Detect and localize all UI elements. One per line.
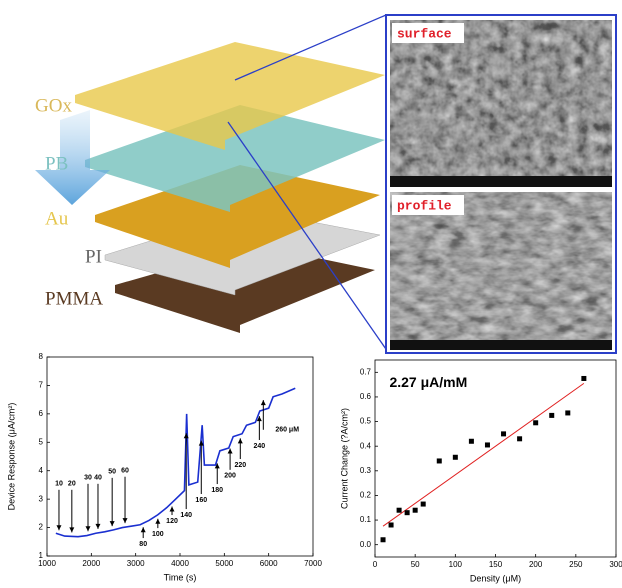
arrow-head [170,507,175,512]
layer-label: PMMA [45,288,103,309]
data-point [397,508,402,513]
y-axis-label: Device Response (μA/cm²) [6,403,16,511]
data-point [565,410,570,415]
y-tick-label: 0.3 [360,466,372,475]
data-point [581,376,586,381]
x-tick-label: 3000 [127,559,145,568]
plot-frame [47,357,313,556]
layer-label: Au [45,208,69,229]
layer-label: PB [45,153,68,174]
y-tick-label: 4 [39,466,44,475]
data-point [405,510,410,515]
y-tick-label: 0.0 [360,540,372,549]
layer-label: GOx [35,95,72,116]
arrow-head [155,519,160,524]
arrow-head [261,400,266,405]
data-point [381,537,386,542]
sem-info-bar [390,340,612,350]
x-tick-label: 50 [411,560,420,569]
annotation: 220 [234,462,246,469]
data-point [469,439,474,444]
y-tick-label: 8 [39,352,44,361]
data-point [517,436,522,441]
arrow-head [95,524,100,529]
annotation: 50 [108,469,116,476]
x-tick-label: 2000 [82,559,100,568]
x-tick-label: 0 [373,560,378,569]
annotation: 30 [84,475,92,482]
data-point [421,502,426,507]
annotation: 20 [68,481,76,488]
x-tick-label: 6000 [260,559,278,568]
arrow-head [69,527,74,532]
annotation: 80 [139,541,147,548]
annotation: 140 [180,512,192,519]
y-tick-label: 0.7 [360,367,372,376]
y-tick-label: 0.1 [360,515,372,524]
sem-label: surface [397,26,452,41]
x-tick-label: 100 [449,560,463,569]
x-tick-label: 150 [489,560,503,569]
x-tick-label: 4000 [171,559,189,568]
y-tick-label: 3 [39,494,44,503]
x-tick-label: 250 [569,560,583,569]
x-tick-label: 1000 [38,559,56,568]
annotation: 2.27 μA/mM [389,374,467,390]
arrow-head [110,521,115,526]
x-tick-label: 200 [529,560,543,569]
annotation: 240 [254,443,266,450]
sem-image [390,192,612,350]
sem-panel: surface profile [386,15,616,353]
annotation: 120 [166,518,178,525]
sem-label: profile [397,198,452,213]
y-axis-label: Current Change (?A/cm²) [339,408,349,509]
arrow-head [123,518,128,523]
x-tick-label: 7000 [304,559,322,568]
x-axis-label: Time (s) [164,572,197,582]
arrow-head [228,449,233,454]
y-tick-label: 5 [39,437,44,446]
layer-stack: GOx PB Au PI PMMA [35,15,388,352]
y-tick-label: 0.5 [360,417,372,426]
y-tick-label: 2 [39,523,44,532]
annotation: 10 [55,481,63,488]
annotation: 40 [94,475,102,482]
data-point [485,442,490,447]
annotation: 180 [211,487,223,494]
y-tick-label: 0.2 [360,491,372,500]
arrow-head [86,526,91,531]
data-point [501,431,506,436]
page: {"illustration": {"layers": ["GOx", "PB"… [0,0,622,588]
data-line [56,388,295,536]
y-tick-label: 6 [39,409,44,418]
arrow-head [141,527,146,532]
annotation: 100 [152,531,164,538]
y-tick-label: 1 [39,551,44,560]
data-point [413,508,418,513]
annotation: 60 [121,468,129,475]
arrow-head [56,525,61,530]
data-point [453,455,458,460]
y-tick-label: 0.6 [360,392,372,401]
arrow-head [238,438,243,443]
x-tick-label: 5000 [215,559,233,568]
y-tick-label: 0.4 [360,441,372,450]
figure: GOx PB Au PI PMMA surface profile 100020… [0,0,622,588]
fit-line [383,383,584,526]
data-point [437,458,442,463]
x-axis-label: Density (μM) [470,573,521,583]
layer-label: PI [85,246,102,267]
data-point [549,413,554,418]
annotation: 200 [224,473,236,480]
data-point [533,420,538,425]
y-tick-label: 7 [39,381,44,390]
data-point [389,522,394,527]
sem-info-bar [390,176,612,187]
x-tick-label: 300 [609,560,622,569]
annotation: 260 μM [275,427,299,434]
annotation: 160 [195,497,207,504]
sem-image [390,20,612,187]
